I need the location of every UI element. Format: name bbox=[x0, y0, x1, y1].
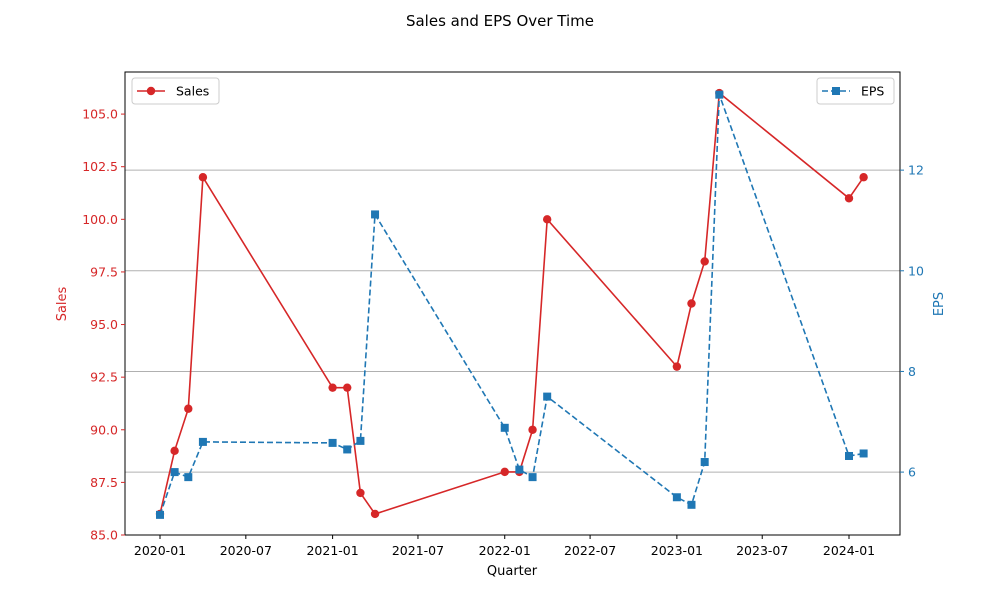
data-point-sales bbox=[528, 425, 537, 434]
y-right-tick-label: 8 bbox=[908, 364, 916, 379]
series-line-sales bbox=[159, 91, 865, 515]
series-eps bbox=[156, 90, 868, 519]
data-point-eps bbox=[156, 510, 164, 519]
data-point-sales bbox=[328, 383, 337, 392]
x-tick-label: 2020-01 bbox=[134, 543, 186, 558]
data-point-eps bbox=[515, 465, 524, 474]
data-point-eps bbox=[328, 438, 337, 447]
data-point-eps bbox=[845, 451, 853, 460]
series-line-eps bbox=[159, 94, 864, 516]
x-tick-label: 2024-01 bbox=[823, 543, 875, 558]
data-point-eps bbox=[184, 473, 193, 482]
legend-sales: Sales bbox=[131, 77, 220, 105]
data-point-sales bbox=[356, 488, 365, 498]
y-left-tick-label: 102.5 bbox=[82, 159, 118, 174]
y-left-tick-label: 97.5 bbox=[90, 264, 118, 279]
data-point-sales bbox=[500, 467, 509, 477]
y-left-tick-label: 92.5 bbox=[90, 370, 118, 385]
data-point-sales bbox=[672, 362, 682, 371]
y-right-tick-label: 10 bbox=[908, 263, 924, 278]
y-left-tick-label: 90.0 bbox=[90, 422, 118, 437]
x-tick-label: 2023-07 bbox=[736, 543, 788, 558]
plot-frame bbox=[124, 71, 901, 536]
data-point-eps bbox=[371, 210, 380, 219]
data-point-eps bbox=[500, 423, 509, 432]
legend-marker-sales bbox=[146, 86, 156, 96]
data-point-eps bbox=[859, 449, 868, 458]
x-tick-label: 2022-07 bbox=[564, 543, 616, 558]
legend-eps: EPS bbox=[816, 77, 895, 105]
legend-marker-eps bbox=[832, 87, 840, 95]
data-point-eps bbox=[528, 473, 537, 482]
x-tick-label: 2020-07 bbox=[220, 543, 272, 558]
data-point-sales bbox=[198, 173, 208, 182]
y-left-tick-label: 100.0 bbox=[82, 212, 118, 227]
x-tick-label: 2023-01 bbox=[651, 543, 703, 558]
y-right-tick-label: 6 bbox=[908, 465, 916, 480]
series-sales bbox=[155, 88, 868, 519]
data-point-sales bbox=[370, 509, 380, 519]
data-point-eps bbox=[198, 437, 207, 446]
y-left-tick-label: 85.0 bbox=[90, 528, 118, 543]
chart-title: Sales and EPS Over Time bbox=[406, 12, 594, 30]
y-left-tick-label: 87.5 bbox=[90, 475, 118, 490]
y-left-tick-label: 105.0 bbox=[82, 107, 118, 122]
data-point-eps bbox=[343, 445, 352, 454]
data-point-sales bbox=[687, 299, 696, 308]
legend-label-sales: Sales bbox=[176, 84, 209, 99]
legend-box bbox=[131, 77, 220, 105]
y-left-tick-label: 95.0 bbox=[90, 317, 118, 332]
data-point-sales bbox=[170, 446, 179, 456]
x-tick-label: 2021-01 bbox=[306, 543, 358, 558]
series-layer bbox=[155, 88, 868, 519]
y-axis-left: 85.0 87.5 90.0 92.5 95.0 97.5 100.0 102.5 105.0 bbox=[82, 107, 125, 543]
legend-box bbox=[816, 77, 895, 105]
y-axis-left-label: Sales bbox=[55, 286, 70, 321]
data-point-eps bbox=[687, 500, 696, 509]
x-tick-label: 2021-07 bbox=[392, 543, 444, 558]
x-tick-label: 2022-01 bbox=[479, 543, 531, 558]
legends: Sales EPS bbox=[131, 77, 895, 105]
x-axis-label: Quarter bbox=[487, 564, 538, 579]
y-axis-right: 6 8 10 12 bbox=[900, 163, 924, 480]
data-point-sales bbox=[343, 383, 352, 392]
y-right-tick-label: 12 bbox=[908, 163, 924, 178]
data-point-eps bbox=[715, 90, 724, 99]
data-point-sales bbox=[859, 173, 868, 182]
legend-label-eps: EPS bbox=[861, 84, 884, 99]
grid-lines bbox=[125, 169, 900, 473]
data-point-sales bbox=[542, 215, 552, 224]
data-point-eps bbox=[543, 392, 552, 401]
data-point-sales bbox=[844, 194, 854, 203]
data-point-eps bbox=[356, 436, 365, 445]
data-point-eps bbox=[700, 458, 709, 467]
data-point-sales bbox=[700, 257, 709, 266]
y-axis-right-label: EPS bbox=[932, 292, 947, 316]
data-point-sales bbox=[184, 404, 193, 413]
data-point-eps bbox=[672, 493, 681, 502]
x-axis: 2020-01 2020-07 2021-01 2021-07 2022-01 2022-… bbox=[134, 535, 875, 558]
data-point-eps bbox=[170, 468, 179, 477]
